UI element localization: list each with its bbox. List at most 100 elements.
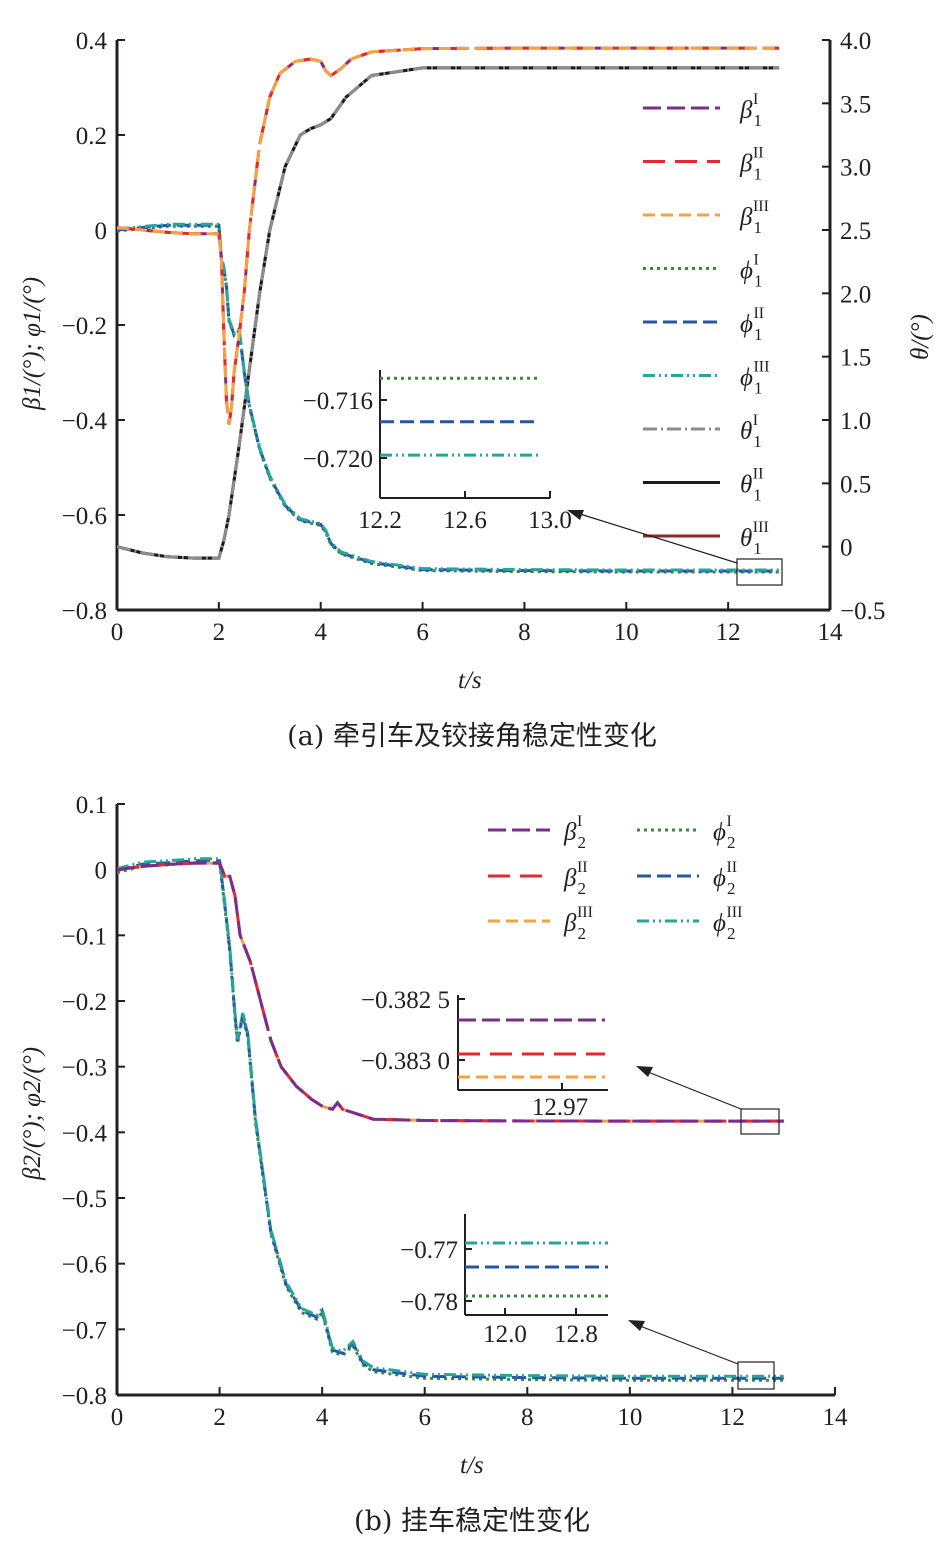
- chart-b-legend-label: ϕ2III: [713, 904, 742, 943]
- chart-b-legend-label: ϕ2I: [713, 813, 735, 852]
- chart-b-x-tick-label: 0: [111, 1404, 124, 1431]
- chart-a-inset-x-label: 12.2: [358, 507, 402, 534]
- series-beta2-III: [117, 861, 784, 1123]
- chart-b-zoom-arrow-1: [647, 1071, 742, 1110]
- chart-a: 0 2 4 6 8 10 12 14 −0.8 −0.6 −0.4 −0.2 0 0.2 0.4 −0.5 0 0…: [19, 28, 934, 752]
- series-phi2-I: [117, 861, 784, 1382]
- chart-a-y2-tick-label: 1.5: [840, 345, 871, 372]
- chart-b-y-tick-label: −0.5: [62, 1186, 107, 1213]
- chart-a-caption: (a) 牵引车及铰接角稳定性变化: [287, 721, 657, 752]
- chart-a-y2-tick-label: 3.0: [840, 155, 871, 182]
- chart-b-inset1-y-label: −0.382 5: [361, 987, 450, 1014]
- chart-a-legend-item: β1I: [643, 91, 762, 130]
- chart-a-legend-item: θ1II: [643, 466, 763, 505]
- series-beta1-III: [117, 46, 780, 426]
- chart-a-y2-tick-label: 0: [840, 535, 853, 562]
- chart-a-y2-tick-label: 3.5: [840, 91, 871, 118]
- chart-b-zoom-box-1: [740, 1108, 780, 1135]
- chart-b-y-tick-label: 0: [95, 858, 108, 885]
- chart-a-legend-item: θ1I: [643, 412, 762, 451]
- series-phi2-II: [117, 859, 784, 1380]
- chart-a-y2-tick-label: 2.5: [840, 218, 871, 245]
- chart-b-legend-item: ϕ2I: [637, 813, 735, 852]
- chart-b-y-tick-label: −0.8: [62, 1383, 107, 1410]
- chart-b-ylabel: β2/(°); φ2/(°): [19, 1047, 46, 1181]
- chart-a-ylabel-right: θ/(°): [907, 314, 934, 360]
- chart-a-inset-y-label: −0.720: [303, 446, 373, 473]
- chart-b-x-tick-label: 12: [720, 1404, 745, 1431]
- chart-a-zoom-box: [736, 558, 783, 586]
- chart-b-legend-item: β2I: [488, 813, 586, 852]
- chart-b-legend-item: β2III: [488, 904, 593, 943]
- chart-a-legend-item: ϕ1III: [643, 359, 769, 398]
- chart-b-x-tick-label: 10: [617, 1404, 642, 1431]
- chart-b-y-tick-label: −0.4: [62, 1120, 108, 1147]
- chart-b-legend-item: ϕ2III: [637, 904, 742, 943]
- chart-b-inset2-y-label: −0.78: [400, 1289, 458, 1316]
- chart-a-inset-y-label: −0.716: [303, 388, 373, 415]
- chart-a-legend-label: θ1I: [740, 412, 762, 451]
- chart-b-zoom-box-2: [737, 1361, 775, 1390]
- chart-a-x-tick-label: 12: [716, 619, 741, 646]
- chart-b-inset2-y-label: −0.77: [400, 1237, 458, 1264]
- series-theta1-II: [117, 66, 780, 560]
- chart-b: 0 2 4 6 8 10 12 14 −0.8 −0.7 −0.6 −0.5 −0.4 −0.3 −0.2 −…: [19, 792, 848, 1537]
- chart-a-y-tick-label: −0.4: [62, 408, 108, 435]
- series-beta2-II: [117, 861, 784, 1123]
- chart-b-x-tick-label: 14: [823, 1404, 849, 1431]
- chart-a-inset-x-label: 12.6: [443, 507, 487, 534]
- chart-b-legend-label: β2I: [563, 813, 586, 852]
- chart-b-y-tick-label: −0.6: [62, 1252, 107, 1279]
- chart-b-x-tick-label: 2: [213, 1404, 226, 1431]
- chart-a-y2-tick-label: −0.5: [840, 598, 885, 625]
- chart-a-x-tick-label: 10: [614, 619, 639, 646]
- chart-a-x-tick-label: 6: [416, 619, 429, 646]
- chart-a-y2-tick-label: 2.0: [840, 281, 871, 308]
- chart-a-legend-label: ϕ1I: [740, 252, 762, 291]
- chart-a-legend-item: ϕ1II: [643, 305, 764, 344]
- series-beta1-I: [117, 46, 780, 426]
- chart-b-inset1-y-label: −0.383 0: [361, 1048, 450, 1075]
- chart-b-y-tick-label: −0.2: [62, 989, 107, 1016]
- chart-a-legend-label: θ1III: [740, 519, 769, 558]
- chart-a-y-tick-label: −0.8: [62, 598, 107, 625]
- chart-b-zoom-arrow-2: [639, 1325, 739, 1365]
- series-theta1-I: [117, 66, 780, 560]
- chart-b-inset1-x-label: 12.97: [532, 1094, 588, 1121]
- series-phi2-III: [117, 857, 784, 1378]
- chart-a-x-tick-label: 14: [818, 619, 844, 646]
- chart-b-legend-item: β2II: [488, 859, 588, 898]
- chart-a-x-tick-label: 4: [314, 619, 327, 646]
- chart-a-legend-label: θ1II: [740, 466, 763, 505]
- chart-b-x-tick-label: 8: [521, 1404, 534, 1431]
- chart-a-y-tick-label: 0.2: [76, 123, 107, 150]
- chart-b-inset2-x-label: 12.0: [483, 1321, 527, 1348]
- chart-b-caption: (b) 挂车稳定性变化: [354, 1506, 590, 1537]
- chart-b-x-tick-label: 4: [316, 1404, 329, 1431]
- chart-a-legend-label: ϕ1III: [740, 359, 769, 398]
- chart-a-y-tick-label: −0.2: [62, 313, 107, 340]
- series-beta1-II: [117, 46, 780, 426]
- chart-a-legend-item: θ1III: [643, 519, 769, 558]
- chart-b-y-tick-label: −0.7: [62, 1317, 107, 1344]
- chart-a-legend-label: β1II: [739, 145, 764, 184]
- series-theta1-III: [117, 66, 780, 560]
- chart-a-inset-x-label: 13.0: [528, 507, 572, 534]
- chart-b-y-tick-label: 0.1: [76, 792, 107, 819]
- chart-a-legend-item: β1III: [643, 198, 769, 237]
- chart-b-y-tick-label: −0.1: [62, 923, 107, 950]
- chart-a-legend-label: β1I: [739, 91, 762, 130]
- chart-a-y-tick-label: −0.6: [62, 503, 107, 530]
- chart-a-ylabel-left: β1/(°); φ1/(°): [19, 277, 46, 411]
- chart-a-y2-tick-label: 1.0: [840, 408, 871, 435]
- chart-a-y-tick-label: 0: [95, 218, 108, 245]
- chart-b-x-tick-label: 6: [418, 1404, 431, 1431]
- chart-b-inset-1: −0.382 5 −0.383 0 12.97: [361, 987, 608, 1121]
- chart-a-legend-item: β1II: [643, 145, 764, 184]
- chart-b-legend-label: β2III: [563, 904, 593, 943]
- chart-a-legend-label: ϕ1II: [740, 305, 764, 344]
- chart-b-inset2-x-label: 12.8: [554, 1321, 598, 1348]
- chart-a-y2-tick-label: 4.0: [840, 28, 871, 55]
- chart-a-x-tick-label: 2: [213, 619, 226, 646]
